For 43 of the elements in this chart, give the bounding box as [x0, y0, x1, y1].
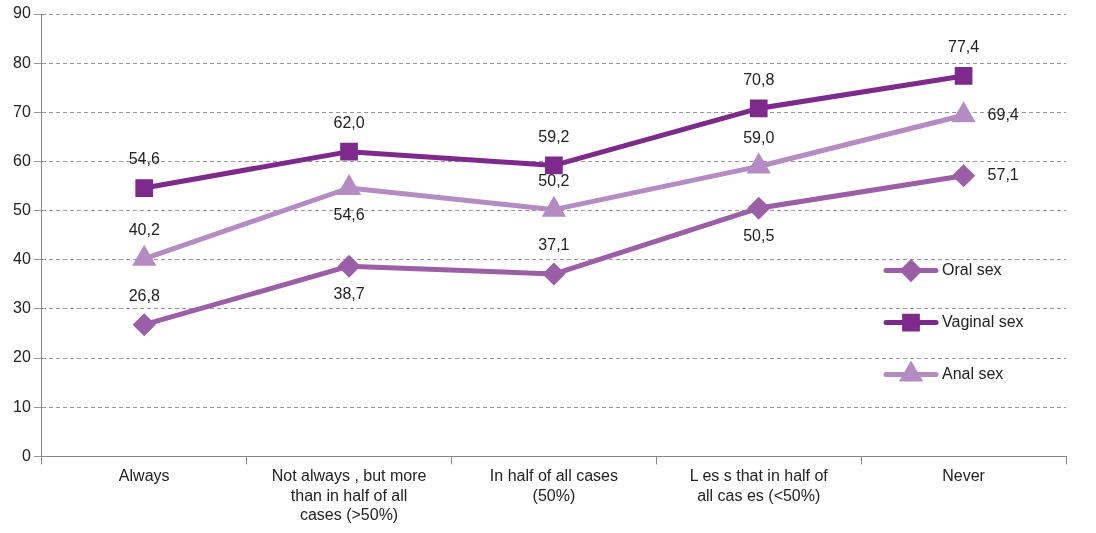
- data-label: 54,6: [333, 206, 365, 224]
- data-label: 38,7: [333, 284, 365, 302]
- y-tick-label: 60: [13, 151, 31, 169]
- point: [749, 99, 768, 118]
- point: [543, 263, 565, 285]
- data-label: 57,1: [987, 166, 1019, 184]
- y-tick-label: 30: [13, 299, 31, 317]
- legend-label: Oral sex: [942, 261, 1002, 278]
- y-tick-label: 40: [13, 250, 31, 268]
- data-label: 54,6: [128, 150, 160, 168]
- data-label: 70,8: [743, 70, 775, 88]
- x-tick-label: L es s that in half of all cas es (<50%): [689, 467, 829, 504]
- x-tick-label: Always: [118, 467, 170, 485]
- point: [954, 67, 973, 85]
- y-tick-label: 50: [13, 201, 31, 219]
- legend-label: Anal sex: [942, 365, 1004, 382]
- point: [135, 179, 154, 197]
- data-label: 59,2: [538, 127, 570, 145]
- point: [748, 197, 770, 219]
- point: [340, 142, 358, 161]
- y-tick-label: 10: [13, 397, 31, 415]
- point: [545, 156, 563, 175]
- y-tick-label: 0: [21, 446, 31, 464]
- legend-label: Vaginal sex: [942, 313, 1024, 330]
- x-tick-label: Never: [942, 467, 986, 485]
- data-label: 40,2: [128, 221, 160, 239]
- y-tick-label: 20: [13, 348, 31, 366]
- data-label: 59,0: [743, 128, 775, 146]
- y-tick-label: 90: [13, 4, 31, 22]
- y-tick-label: 80: [13, 53, 31, 71]
- point: [338, 255, 360, 277]
- data-label: 50,5: [743, 226, 775, 244]
- data-label: 62,0: [333, 114, 365, 132]
- data-label: 77,4: [948, 38, 980, 56]
- data-label: 37,1: [538, 236, 570, 254]
- data-label: 50,2: [538, 172, 570, 190]
- x-tick-label: Not always , but more than in half of all cases (>50%): [271, 467, 427, 523]
- point: [133, 314, 155, 336]
- data-label: 26,8: [128, 287, 160, 305]
- y-tick-label: 70: [13, 102, 31, 120]
- data-label: 69,4: [987, 105, 1019, 123]
- point: [953, 165, 975, 187]
- x-tick-label: In half of all cases (50%): [489, 467, 618, 504]
